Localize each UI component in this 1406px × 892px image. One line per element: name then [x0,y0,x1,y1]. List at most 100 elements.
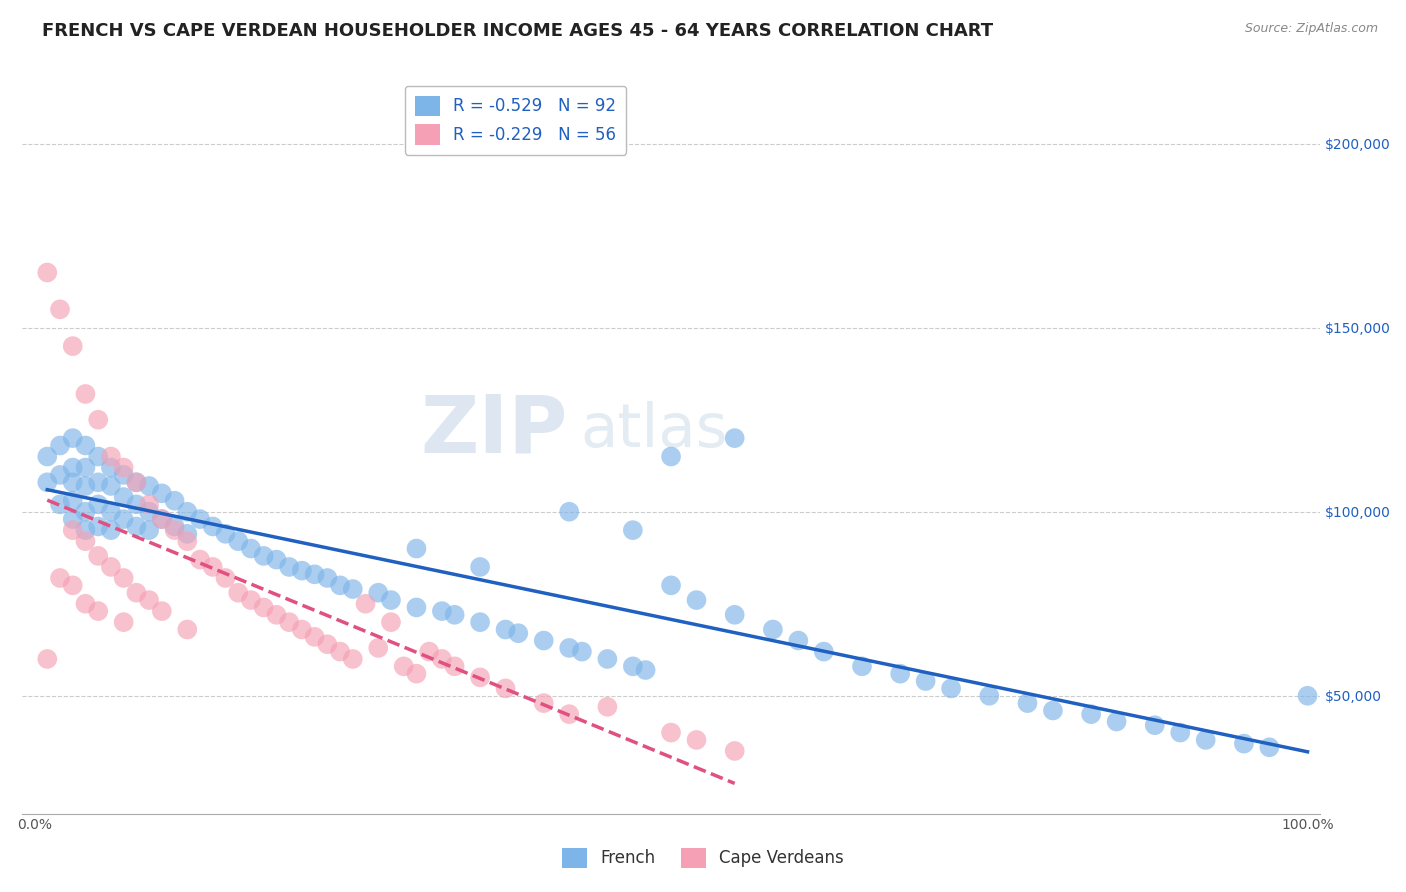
Point [278,615,301,629]
Point [392,659,415,673]
Point [214,571,236,585]
Point [659,578,682,592]
Point [112,615,135,629]
Point [201,560,224,574]
Point [138,593,160,607]
Point [266,607,288,622]
Point [533,633,555,648]
Point [125,497,148,511]
Point [558,707,581,722]
Point [787,633,810,648]
Point [316,571,339,585]
Point [380,593,402,607]
Point [62,475,84,490]
Point [979,689,1001,703]
Point [253,600,276,615]
Point [112,467,135,482]
Point [278,560,301,574]
Point [100,450,122,464]
Point [685,733,707,747]
Point [112,490,135,504]
Point [367,585,389,599]
Point [533,696,555,710]
Point [87,475,110,490]
Point [150,512,173,526]
Point [685,593,707,607]
Point [1143,718,1166,732]
Point [443,659,465,673]
Point [304,567,326,582]
Point [100,523,122,537]
Point [62,578,84,592]
Point [62,460,84,475]
Point [87,549,110,563]
Point [138,479,160,493]
Point [201,519,224,533]
Point [724,431,747,445]
Point [138,505,160,519]
Point [49,302,72,317]
Point [37,652,59,666]
Text: Source: ZipAtlas.com: Source: ZipAtlas.com [1244,22,1378,36]
Point [762,623,785,637]
Point [889,666,911,681]
Point [75,438,97,452]
Point [125,475,148,490]
Point [226,585,249,599]
Point [75,479,97,493]
Point [495,623,517,637]
Text: ZIP: ZIP [420,392,567,470]
Point [634,663,657,677]
Point [239,593,262,607]
Point [1105,714,1128,729]
Point [596,699,619,714]
Point [112,571,135,585]
Point [468,560,491,574]
Point [1296,689,1319,703]
Point [914,673,936,688]
Point [939,681,962,696]
Point [1258,740,1281,755]
Point [405,600,427,615]
Point [87,604,110,618]
Point [291,623,314,637]
Point [49,497,72,511]
Point [87,519,110,533]
Point [100,479,122,493]
Point [1195,733,1218,747]
Point [150,486,173,500]
Point [176,505,198,519]
Point [430,652,453,666]
Point [188,512,211,526]
Point [342,582,364,596]
Point [214,526,236,541]
Point [37,266,59,280]
Point [49,571,72,585]
Point [621,523,644,537]
Point [468,670,491,684]
Point [62,493,84,508]
Point [75,460,97,475]
Point [138,523,160,537]
Point [75,505,97,519]
Point [112,512,135,526]
Point [150,512,173,526]
Point [100,560,122,574]
Point [316,637,339,651]
Point [49,438,72,452]
Point [508,626,530,640]
Point [1168,725,1191,739]
Point [266,552,288,566]
Text: atlas: atlas [581,401,728,460]
Point [1042,704,1064,718]
Point [176,534,198,549]
Point [239,541,262,556]
Point [100,460,122,475]
Point [253,549,276,563]
Point [125,585,148,599]
Point [304,630,326,644]
Point [405,666,427,681]
Point [138,497,160,511]
Point [62,512,84,526]
Point [851,659,873,673]
